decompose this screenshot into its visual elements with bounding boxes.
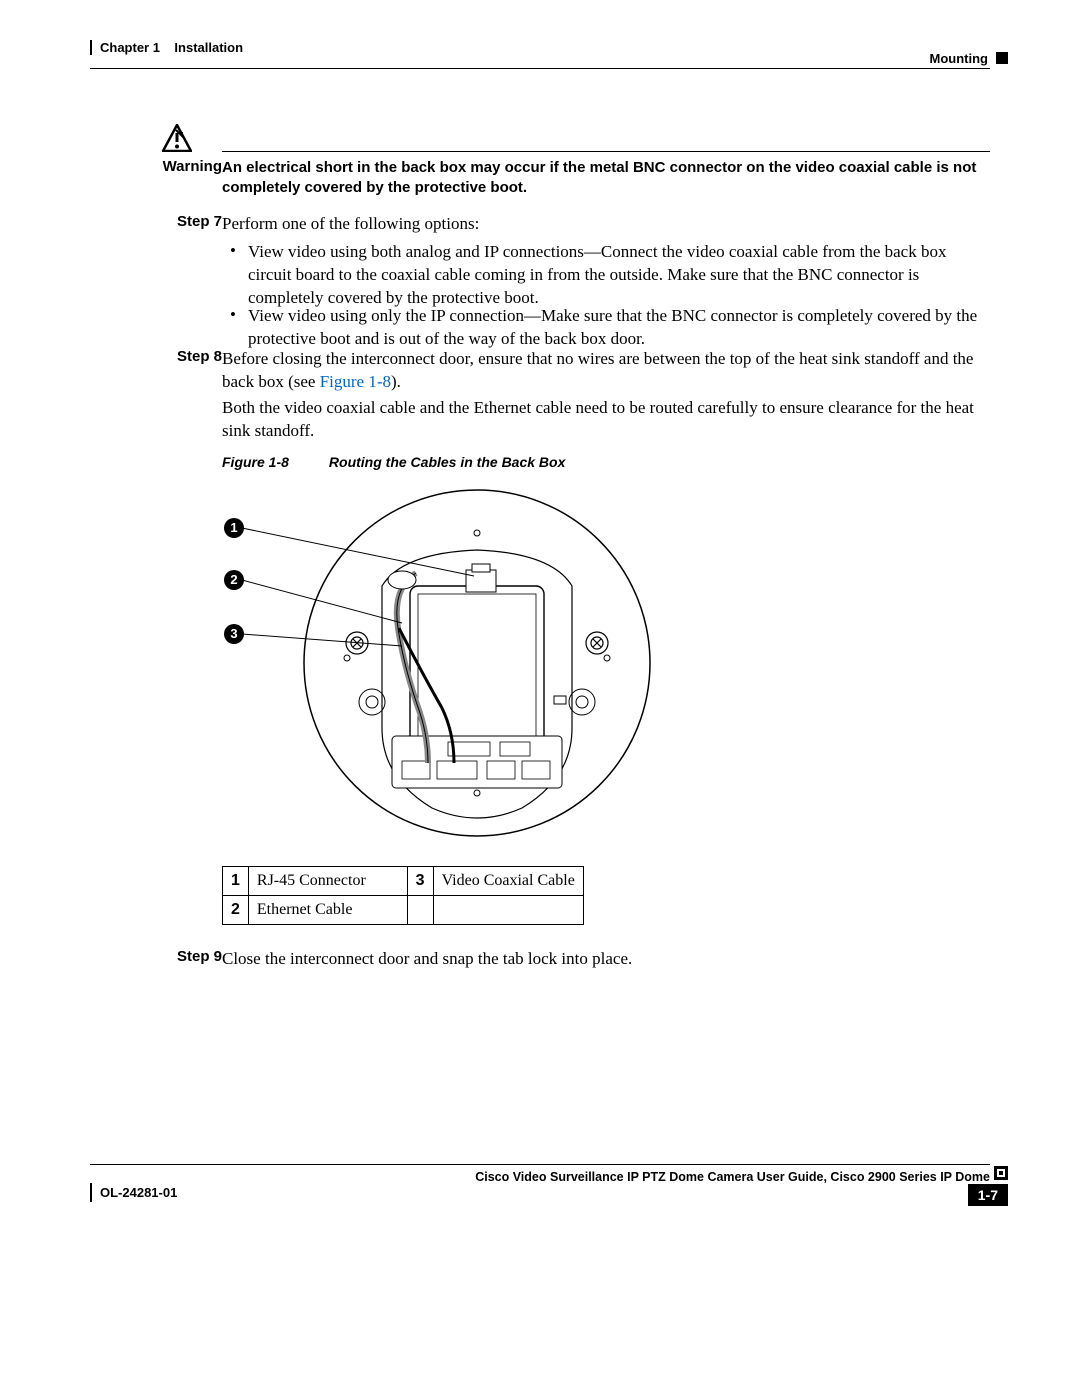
- back-box-diagram-svg: [222, 478, 652, 848]
- warning-icon: [162, 124, 192, 152]
- warning-rule: [222, 151, 990, 152]
- figure-caption: Figure 1-8 Routing the Cables in the Back…: [222, 454, 565, 470]
- step8-p1-tail: ).: [391, 372, 401, 391]
- figure-number: Figure 1-8: [222, 454, 289, 470]
- chapter-title: Installation: [174, 40, 243, 55]
- warning-label: Warning: [144, 158, 222, 175]
- legend-desc: Ethernet Cable: [248, 896, 407, 925]
- legend-num: 2: [223, 896, 249, 925]
- callout-1: 1: [224, 518, 244, 538]
- step-label: Step 7: [154, 213, 222, 230]
- step7-bullet-1: View video using both analog and IP conn…: [248, 241, 990, 310]
- figure-reference-link[interactable]: Figure 1-8: [320, 372, 391, 391]
- callout-3: 3: [224, 624, 244, 644]
- header-rule: [90, 68, 990, 69]
- bullet-icon: •: [230, 241, 236, 261]
- table-row: 2 Ethernet Cable: [223, 896, 584, 925]
- header-square-icon: [996, 52, 1008, 64]
- step7-intro: Perform one of the following options:: [222, 213, 990, 236]
- step8-p2: Both the video coaxial cable and the Eth…: [222, 397, 990, 443]
- legend-desc: RJ-45 Connector: [248, 867, 407, 896]
- callout-2: 2: [224, 570, 244, 590]
- footer-page-number: 1-7: [968, 1184, 1008, 1206]
- step7-bullet-2: View video using only the IP connection—…: [248, 305, 990, 351]
- figure-title: Routing the Cables in the Back Box: [329, 454, 565, 470]
- footer-doc-id: OL-24281-01: [90, 1183, 177, 1202]
- footer-ornament-icon: [994, 1166, 1008, 1180]
- figure-legend-table: 1 RJ-45 Connector 3 Video Coaxial Cable …: [222, 866, 584, 925]
- document-page: Chapter 1 Installation Mounting Warning …: [0, 0, 1080, 1397]
- footer-guide-title: Cisco Video Surveillance IP PTZ Dome Cam…: [475, 1170, 990, 1184]
- chapter-number: Chapter 1: [100, 40, 160, 55]
- header-section: Mounting: [930, 51, 988, 66]
- step-label: Step 9: [154, 948, 222, 965]
- step9-text: Close the interconnect door and snap the…: [222, 948, 990, 971]
- legend-desc: Video Coaxial Cable: [433, 867, 583, 896]
- legend-num: 3: [407, 867, 433, 896]
- legend-empty: [407, 896, 433, 925]
- legend-empty: [433, 896, 583, 925]
- footer-rule: [90, 1164, 990, 1165]
- table-row: 1 RJ-45 Connector 3 Video Coaxial Cable: [223, 867, 584, 896]
- warning-text: An electrical short in the back box may …: [222, 158, 990, 197]
- step-label: Step 8: [154, 348, 222, 365]
- bullet-icon: •: [230, 305, 236, 325]
- header-chapter: Chapter 1 Installation: [90, 40, 243, 55]
- figure-diagram: 1 2 3: [222, 478, 652, 848]
- legend-num: 1: [223, 867, 249, 896]
- step8-p1: Before closing the interconnect door, en…: [222, 348, 990, 394]
